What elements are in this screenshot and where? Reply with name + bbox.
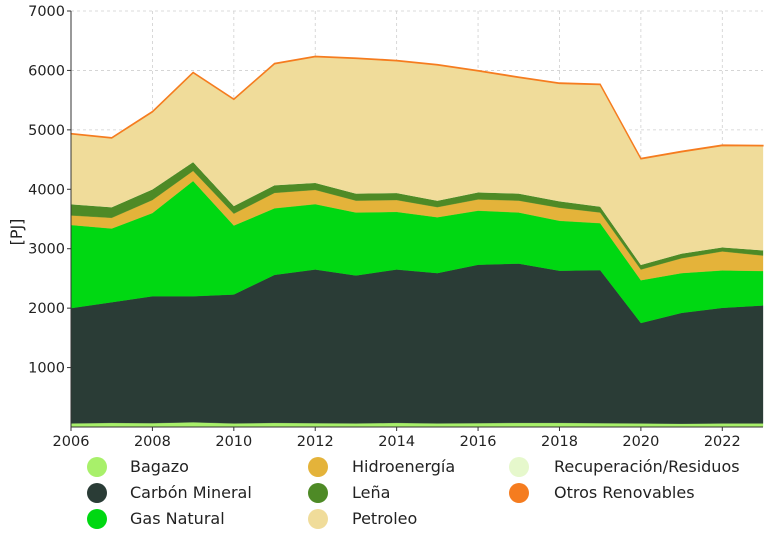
legend-entry-bagazo: Bagazo [87,457,189,477]
legend-label: Recuperación/Residuos [554,457,740,476]
y-tick-label: 1000 [28,361,65,377]
legend-label: Otros Renovables [554,483,695,502]
x-tick-label: 2014 [378,434,415,450]
axis-layer: 1000 2000 3000 4000 5000 6000 7000 2006 2008 2010… [28,4,763,450]
legend-label: Petroleo [352,509,417,528]
legend-swatch [509,457,529,477]
legend-entry-carbon-mineral: Carbón Mineral [87,483,252,503]
y-tick-label: 6000 [28,63,65,79]
y-tick-label: 7000 [28,4,65,20]
y-tick-label: 5000 [28,123,65,139]
y-axis-label: [PJ] [7,219,26,246]
area-otros-renovables [70,55,764,160]
x-tick-label: 2008 [134,434,171,450]
legend-entry-gas-natural: Gas Natural [87,509,225,529]
area-layer [70,55,764,428]
legend-label: Bagazo [130,457,189,476]
legend-entry-petroleo: Petroleo [308,509,417,529]
x-tick-label: 2022 [704,434,741,450]
legend-label: Gas Natural [130,509,225,528]
legend: Bagazo Carbón Mineral Gas Natural Hidroener… [87,457,740,529]
x-tick-label: 2016 [460,434,497,450]
x-tick-label: 2018 [541,434,578,450]
legend-entry-recuperacion-residuos: Recuperación/Residuos [509,457,740,477]
x-tick-label: 2012 [297,434,334,450]
legend-entry-hidroenergia: Hidroenergía [308,457,455,477]
legend-entry-lena: Leña [308,483,390,503]
legend-swatch [308,457,328,477]
x-tick-label: 2006 [53,434,90,450]
x-tick-label: 2020 [622,434,659,450]
legend-swatch [87,509,107,529]
y-tick-label: 2000 [28,301,65,317]
legend-entry-otros-renovables: Otros Renovables [509,483,695,503]
legend-swatch [308,483,328,503]
x-tick-label: 2010 [215,434,252,450]
legend-label: Leña [352,483,390,502]
legend-label: Carbón Mineral [130,483,252,502]
legend-swatch [308,509,328,529]
legend-label: Hidroenergía [352,457,455,476]
legend-swatch [509,483,529,503]
y-tick-label: 3000 [28,242,65,258]
legend-swatch [87,457,107,477]
legend-swatch [87,483,107,503]
y-tick-label: 4000 [28,182,65,198]
